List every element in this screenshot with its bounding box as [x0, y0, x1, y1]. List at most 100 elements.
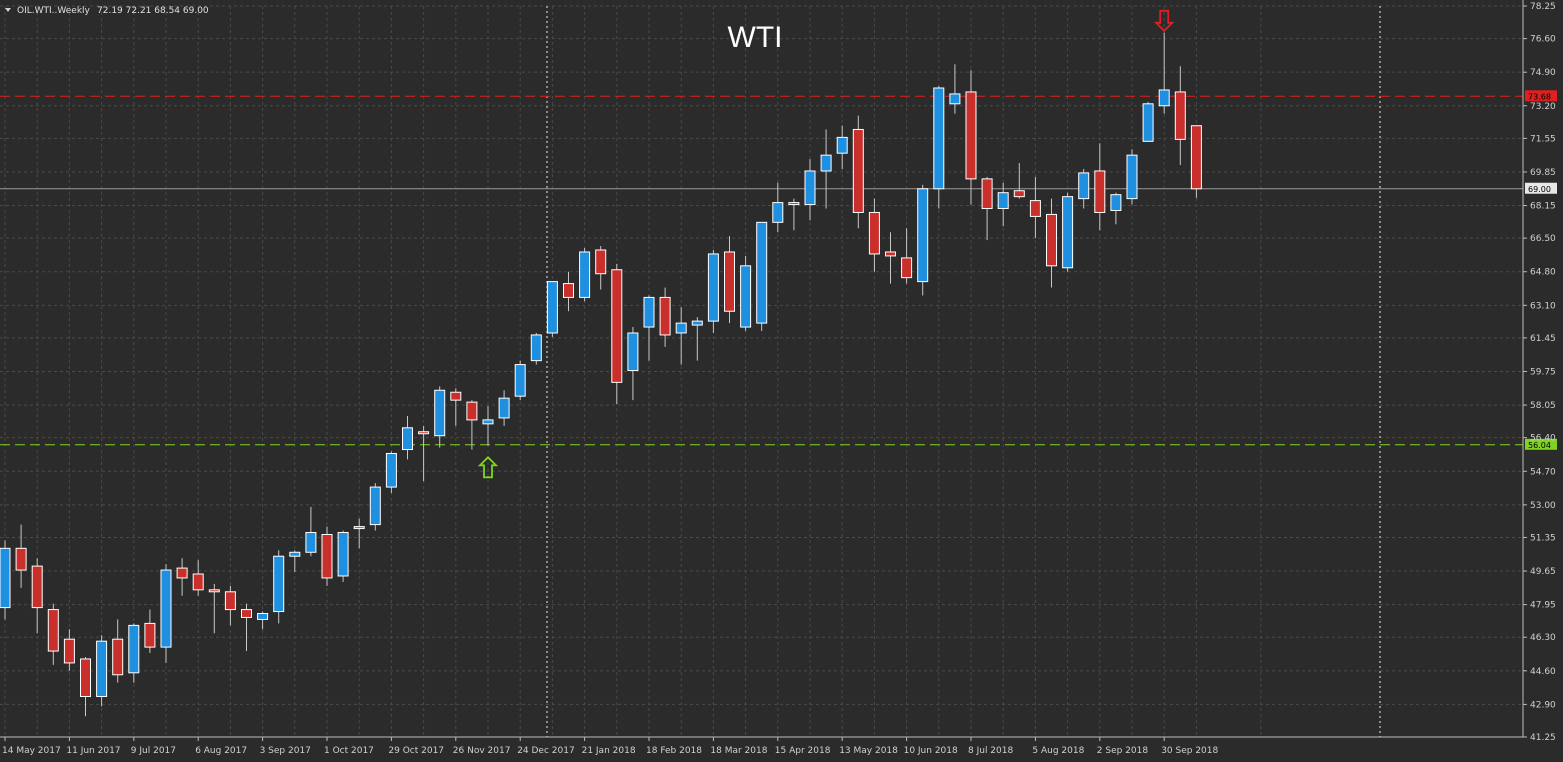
- candle: [707, 249, 719, 333]
- candle-body-bear: [63, 638, 75, 664]
- candle-body-bull: [128, 624, 140, 674]
- candle: [0, 540, 11, 620]
- candle-body-bull: [804, 170, 816, 206]
- candle: [756, 221, 768, 331]
- chart-header: OIL.WTI..Weekly 72.19 72.21 68.54 69.00: [5, 6, 209, 16]
- date-tick-label: 8 Jul 2018: [968, 746, 1013, 756]
- resistance-badge: [1525, 90, 1557, 102]
- candle-body-bear: [868, 211, 880, 255]
- candle: [788, 198, 800, 231]
- candle: [772, 182, 784, 233]
- date-tick-label: 5 Aug 2018: [1032, 746, 1084, 756]
- candle-body-bull: [836, 136, 848, 154]
- candle-body-bull: [305, 532, 317, 553]
- candle: [981, 176, 993, 241]
- price-tick-label: 56.40: [1530, 434, 1556, 444]
- candle: [546, 281, 558, 337]
- candle: [868, 198, 880, 272]
- grid: [0, 5, 1523, 738]
- candle: [917, 184, 929, 296]
- candle: [1174, 66, 1186, 166]
- candle-body-bull: [0, 547, 11, 609]
- price-levels: 69.00 73.68 56.04: [0, 90, 1557, 450]
- candle: [337, 530, 349, 582]
- candle: [740, 255, 752, 331]
- candle-body-bull: [691, 320, 703, 326]
- candle: [1013, 163, 1025, 199]
- candle: [997, 182, 1009, 227]
- price-tick-label: 46.30: [1530, 633, 1556, 643]
- date-tick-label: 24 Dec 2017: [517, 746, 575, 756]
- candle: [1094, 143, 1106, 231]
- candle-body-bull: [1078, 172, 1090, 200]
- candle-body-bear: [901, 257, 913, 279]
- chevron-down-icon[interactable]: [5, 8, 11, 12]
- candle: [965, 70, 977, 205]
- candle: [1158, 32, 1170, 114]
- candle: [1110, 192, 1122, 225]
- candle: [418, 425, 430, 482]
- candle: [273, 550, 285, 624]
- current-price-badge: [1525, 182, 1557, 194]
- candle: [530, 332, 542, 365]
- candle-body-bear: [144, 622, 156, 648]
- candle: [241, 603, 252, 652]
- candle: [1078, 168, 1090, 209]
- date-tick-label: 15 Apr 2018: [775, 746, 831, 756]
- ohlc-label: 72.19 72.21 68.54 69.00: [97, 6, 209, 16]
- candle: [208, 583, 220, 634]
- candle-body-bull: [434, 389, 446, 437]
- candle-body-bear: [31, 565, 43, 609]
- candle-body-bull: [402, 427, 413, 451]
- candle-body-bull: [772, 202, 784, 223]
- candle: [579, 248, 591, 302]
- price-tick-label: 78.25: [1530, 2, 1556, 12]
- candle: [224, 585, 236, 626]
- candle-body-bull: [740, 265, 752, 328]
- candle: [643, 295, 655, 361]
- date-tick-label: 9 Jul 2017: [131, 746, 176, 756]
- candle-body-bull: [820, 154, 832, 172]
- price-tick-label: 49.65: [1530, 567, 1556, 577]
- candle: [144, 609, 156, 654]
- candle: [563, 271, 574, 312]
- date-tick-label: 29 Oct 2017: [388, 746, 444, 756]
- candle-body-bull: [756, 221, 768, 324]
- candle-body-bear: [1190, 125, 1202, 190]
- candle: [901, 228, 913, 284]
- candle-body-bear: [466, 401, 478, 421]
- candle-body-bear: [15, 547, 27, 571]
- candle: [450, 388, 462, 426]
- candle-body-bull: [530, 334, 542, 362]
- candle: [852, 115, 864, 229]
- price-tick-label: 51.35: [1530, 533, 1556, 543]
- candle-body-bull: [514, 364, 526, 397]
- candle-body-bull: [627, 332, 639, 372]
- candle: [305, 506, 317, 557]
- date-tick-label: 13 May 2018: [839, 746, 898, 756]
- candle-body-bear: [885, 251, 896, 257]
- candle-body-bull: [353, 526, 365, 530]
- candle-body-bull: [1062, 196, 1074, 269]
- candle-body-bear: [1094, 170, 1106, 213]
- candle: [1062, 192, 1074, 272]
- date-tick-label: 18 Mar 2018: [710, 746, 767, 756]
- price-tick-label: 47.95: [1530, 601, 1556, 611]
- candle-body-bear: [1046, 213, 1057, 267]
- date-tick-label: 1 Oct 2017: [324, 746, 374, 756]
- candle: [112, 619, 124, 683]
- candle-body-bull: [707, 253, 719, 322]
- candle: [15, 524, 27, 588]
- candle-body-bear: [47, 609, 59, 652]
- date-tick-label: 2 Sep 2018: [1097, 746, 1149, 756]
- candle: [31, 558, 43, 634]
- price-tick-label: 73.20: [1530, 102, 1556, 112]
- candle: [1126, 149, 1138, 205]
- candle: [611, 263, 623, 405]
- resistance-badge-label: 73.68: [1528, 92, 1551, 101]
- candle-body-bull: [337, 532, 349, 577]
- candle: [1046, 198, 1057, 288]
- candle-body-bear: [981, 178, 993, 210]
